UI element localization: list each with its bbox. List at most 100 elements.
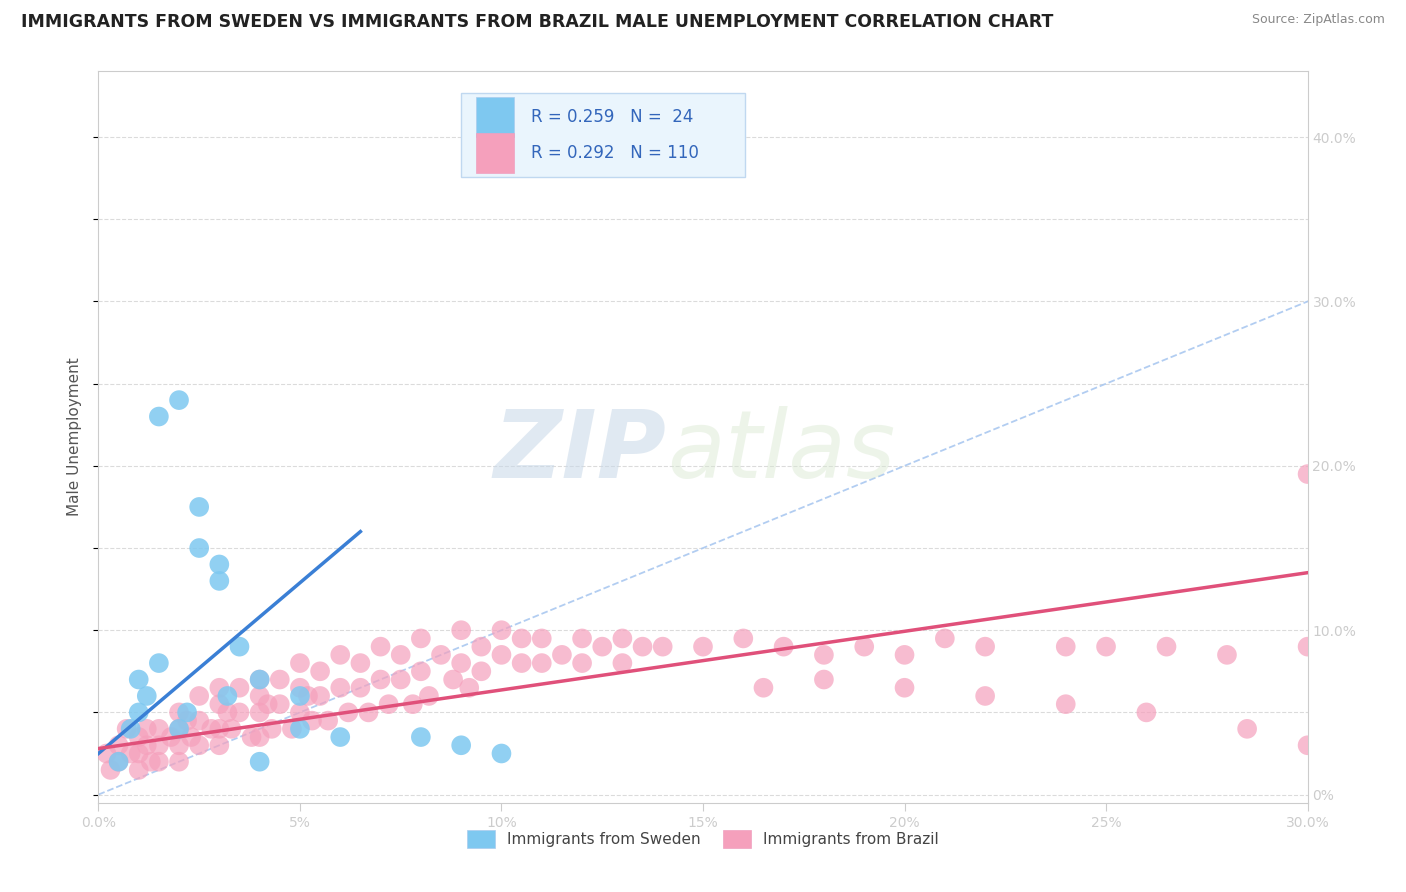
Point <box>256 697 278 711</box>
Point <box>309 665 332 679</box>
Point <box>752 681 775 695</box>
Point <box>389 648 412 662</box>
Point <box>176 706 198 720</box>
Point <box>188 541 211 555</box>
Point <box>349 656 371 670</box>
Point <box>208 558 231 572</box>
Point <box>128 747 150 761</box>
Point <box>309 689 332 703</box>
Point <box>450 656 472 670</box>
Text: atlas: atlas <box>666 406 896 497</box>
Point <box>188 714 211 728</box>
Point <box>148 722 170 736</box>
Point <box>450 624 472 638</box>
Point <box>297 689 319 703</box>
Point <box>389 673 412 687</box>
Point <box>167 706 190 720</box>
Bar <box>475 133 515 173</box>
Point <box>551 648 574 662</box>
Point <box>893 681 915 695</box>
Point <box>96 747 118 761</box>
Point <box>148 755 170 769</box>
Text: ZIP: ZIP <box>494 406 666 498</box>
Point <box>370 640 392 654</box>
Point <box>221 722 243 736</box>
Y-axis label: Male Unemployment: Male Unemployment <box>67 358 83 516</box>
Point <box>260 722 283 736</box>
Point <box>349 681 371 695</box>
Point <box>733 632 755 646</box>
Point <box>281 722 304 736</box>
Point <box>772 640 794 654</box>
Point <box>167 393 190 408</box>
Point <box>1156 640 1178 654</box>
Point <box>301 714 323 728</box>
Point <box>128 706 150 720</box>
Point <box>329 681 352 695</box>
Point <box>128 730 150 744</box>
Point <box>167 722 190 736</box>
Point <box>510 632 533 646</box>
Point <box>510 656 533 670</box>
Point <box>135 722 157 736</box>
Point <box>288 722 311 736</box>
Point <box>409 730 432 744</box>
Point <box>120 722 142 736</box>
Point <box>571 656 593 670</box>
Point <box>813 648 835 662</box>
Point <box>450 739 472 753</box>
Point <box>1054 640 1077 654</box>
Text: R = 0.259   N =  24: R = 0.259 N = 24 <box>531 108 693 126</box>
Point <box>418 689 440 703</box>
Point <box>370 673 392 687</box>
Point <box>612 632 634 646</box>
Point <box>228 640 250 654</box>
Point <box>249 730 271 744</box>
Point <box>249 706 271 720</box>
Point <box>115 722 138 736</box>
Point <box>128 763 150 777</box>
Point <box>188 689 211 703</box>
Point <box>228 706 250 720</box>
Point <box>402 697 425 711</box>
Point <box>208 574 231 588</box>
Point <box>148 656 170 670</box>
Point <box>430 648 453 662</box>
Point <box>853 640 876 654</box>
Point <box>160 730 183 744</box>
Point <box>148 739 170 753</box>
Point <box>934 632 956 646</box>
Point <box>188 739 211 753</box>
Point <box>120 747 142 761</box>
Point <box>288 689 311 703</box>
Point <box>337 706 360 720</box>
Point <box>651 640 673 654</box>
Point <box>217 689 239 703</box>
Point <box>249 689 271 703</box>
Point <box>458 681 481 695</box>
Point <box>530 632 553 646</box>
Point <box>1296 739 1319 753</box>
Point <box>441 673 464 687</box>
Point <box>249 755 271 769</box>
Point <box>288 681 311 695</box>
Point <box>240 730 263 744</box>
Point <box>208 722 231 736</box>
Point <box>491 624 513 638</box>
FancyBboxPatch shape <box>461 94 745 178</box>
Point <box>200 722 222 736</box>
Point <box>530 656 553 670</box>
Point <box>631 640 654 654</box>
Point <box>1296 467 1319 481</box>
Point <box>470 640 492 654</box>
Text: IMMIGRANTS FROM SWEDEN VS IMMIGRANTS FROM BRAZIL MALE UNEMPLOYMENT CORRELATION C: IMMIGRANTS FROM SWEDEN VS IMMIGRANTS FRO… <box>21 13 1053 31</box>
Point <box>612 656 634 670</box>
Point <box>329 648 352 662</box>
Point <box>974 689 997 703</box>
Point <box>269 697 291 711</box>
Point <box>107 755 129 769</box>
Point <box>180 730 202 744</box>
Point <box>491 747 513 761</box>
Point <box>316 714 339 728</box>
Point <box>100 763 122 777</box>
